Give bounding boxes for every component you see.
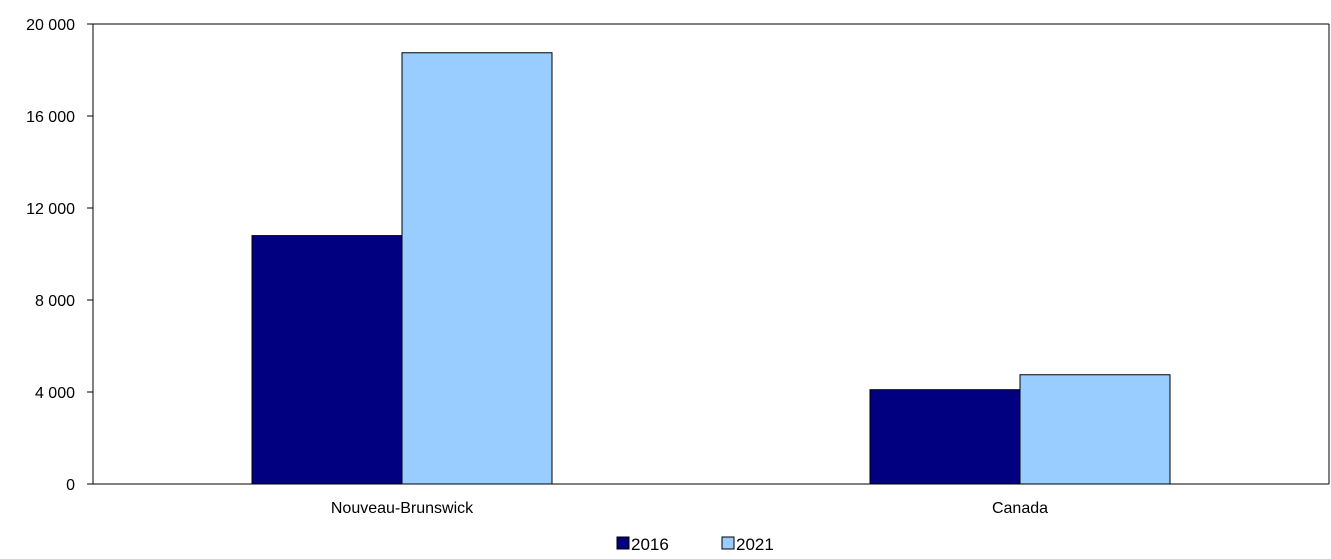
bar-2016-canada: [869, 389, 1021, 485]
legend: 2016 2021: [616, 535, 774, 554]
y-tick-label: 12 000: [26, 201, 75, 218]
bar-2021-nouveau-brunswick: [401, 52, 553, 485]
y-tick-label: 20 000: [26, 17, 75, 34]
legend-label-2021: 2021: [736, 535, 774, 554]
y-tick-label: 16 000: [26, 109, 75, 126]
legend-swatch-2021: [721, 536, 735, 550]
bar-2021-canada: [1019, 374, 1171, 485]
y-tick-label: 8 000: [35, 293, 75, 310]
legend-swatch-2016: [616, 536, 630, 550]
bar-2016-nouveau-brunswick: [251, 235, 403, 485]
y-tick-label: 0: [66, 477, 75, 494]
x-tick-label: Canada: [992, 500, 1048, 517]
plot-area: Nouveau-Brunswick Canada 0 4 000 8 000 12 000…: [26, 17, 1330, 517]
y-tick-label: 4 000: [35, 385, 75, 402]
x-tick-label: Nouveau-Brunswick: [331, 500, 474, 517]
legend-label-2016: 2016: [631, 535, 669, 554]
